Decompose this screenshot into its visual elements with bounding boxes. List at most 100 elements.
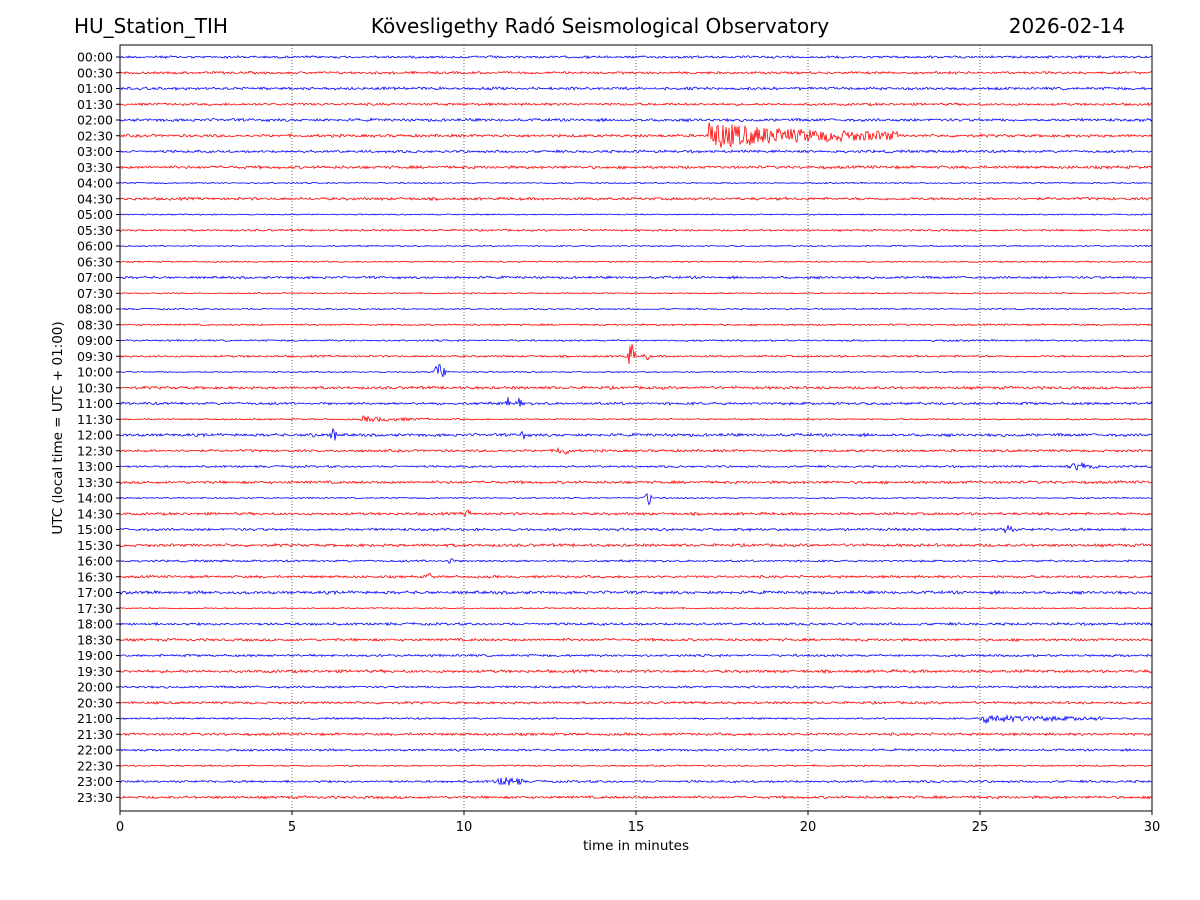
trace-1200 bbox=[119, 427, 1153, 441]
trace-1500 bbox=[119, 525, 1153, 534]
trace-1330 bbox=[119, 479, 1153, 485]
trace-0530 bbox=[119, 228, 1153, 233]
seismic-traces bbox=[119, 54, 1153, 800]
trace-1100 bbox=[119, 397, 1153, 407]
y-tick-label: 12:30 bbox=[77, 443, 113, 458]
y-tick-label: 00:00 bbox=[77, 50, 113, 65]
y-tick-label: 05:00 bbox=[77, 207, 113, 222]
y-tick-label: 23:00 bbox=[77, 774, 113, 789]
y-tick-label: 04:00 bbox=[77, 176, 113, 191]
x-tick-label: 5 bbox=[288, 820, 296, 835]
trace-0000 bbox=[119, 54, 1153, 60]
trace-0700 bbox=[119, 275, 1153, 280]
y-tick-label: 17:30 bbox=[77, 601, 113, 616]
trace-1930 bbox=[119, 668, 1153, 675]
trace-0200 bbox=[119, 117, 1153, 123]
trace-0130 bbox=[119, 102, 1153, 107]
trace-2100 bbox=[119, 714, 1153, 725]
trace-1430 bbox=[119, 509, 1153, 518]
y-tick-label: 08:30 bbox=[77, 317, 113, 332]
trace-0830 bbox=[119, 323, 1153, 327]
y-tick-label: 18:00 bbox=[77, 617, 113, 632]
y-tick-label: 11:30 bbox=[77, 412, 113, 427]
y-tick-label: 22:00 bbox=[77, 743, 113, 758]
y-tick-label: 19:30 bbox=[77, 664, 113, 679]
gridlines bbox=[291, 45, 981, 811]
x-tick-label: 10 bbox=[456, 820, 473, 835]
trace-0800 bbox=[119, 307, 1153, 311]
trace-1800 bbox=[119, 621, 1153, 627]
y-axis-ticks: 00:0000:3001:0001:3002:0002:3003:0003:30… bbox=[77, 50, 120, 805]
y-tick-label: 07:30 bbox=[77, 286, 113, 301]
y-tick-label: 11:00 bbox=[77, 396, 113, 411]
y-tick-label: 04:30 bbox=[77, 191, 113, 206]
trace-1600 bbox=[119, 558, 1153, 564]
trace-2230 bbox=[119, 764, 1153, 768]
y-tick-label: 14:30 bbox=[77, 506, 113, 521]
y-tick-label: 09:30 bbox=[77, 349, 113, 364]
y-axis-label: UTC (local time = UTC + 01:00) bbox=[50, 321, 66, 534]
y-tick-label: 07:00 bbox=[77, 270, 113, 285]
trace-1830 bbox=[119, 637, 1153, 643]
trace-0930 bbox=[119, 344, 1153, 364]
trace-0400 bbox=[119, 181, 1153, 185]
x-axis-label: time in minutes bbox=[583, 838, 689, 854]
y-tick-label: 19:00 bbox=[77, 648, 113, 663]
y-tick-label: 06:30 bbox=[77, 254, 113, 269]
trace-1700 bbox=[119, 589, 1153, 596]
y-tick-label: 22:30 bbox=[77, 758, 113, 773]
y-tick-label: 05:30 bbox=[77, 223, 113, 238]
trace-1730 bbox=[119, 606, 1153, 610]
station-name: HU_Station_TIH bbox=[74, 14, 228, 38]
y-tick-label: 02:00 bbox=[77, 113, 113, 128]
trace-1130 bbox=[119, 415, 1153, 423]
trace-1300 bbox=[119, 461, 1153, 471]
y-tick-label: 01:30 bbox=[77, 97, 113, 112]
x-tick-label: 15 bbox=[628, 820, 645, 835]
y-tick-label: 23:30 bbox=[77, 790, 113, 805]
y-tick-label: 03:30 bbox=[77, 160, 113, 175]
y-tick-label: 13:00 bbox=[77, 459, 113, 474]
y-tick-label: 14:00 bbox=[77, 491, 113, 506]
trace-2030 bbox=[119, 700, 1153, 705]
y-tick-label: 02:30 bbox=[77, 128, 113, 143]
trace-0500 bbox=[119, 213, 1153, 216]
x-tick-label: 30 bbox=[1144, 820, 1161, 835]
trace-1530 bbox=[119, 542, 1153, 548]
x-tick-label: 0 bbox=[116, 820, 124, 835]
y-tick-label: 15:00 bbox=[77, 522, 113, 537]
y-tick-label: 18:30 bbox=[77, 632, 113, 647]
trace-2200 bbox=[119, 748, 1153, 752]
y-tick-label: 15:30 bbox=[77, 538, 113, 553]
y-tick-label: 20:00 bbox=[77, 680, 113, 695]
trace-2000 bbox=[119, 684, 1153, 690]
y-tick-label: 20:30 bbox=[77, 695, 113, 710]
trace-0730 bbox=[119, 291, 1153, 295]
trace-1030 bbox=[119, 385, 1153, 391]
y-tick-label: 13:30 bbox=[77, 475, 113, 490]
y-tick-label: 09:00 bbox=[77, 333, 113, 348]
y-tick-label: 16:00 bbox=[77, 554, 113, 569]
x-tick-label: 25 bbox=[972, 820, 989, 835]
y-tick-label: 21:30 bbox=[77, 727, 113, 742]
trace-0600 bbox=[119, 244, 1153, 248]
trace-2130 bbox=[119, 732, 1153, 737]
trace-0330 bbox=[119, 164, 1153, 170]
y-tick-label: 12:00 bbox=[77, 428, 113, 443]
y-tick-label: 16:30 bbox=[77, 569, 113, 584]
trace-0300 bbox=[119, 149, 1153, 154]
trace-2300 bbox=[119, 776, 1153, 786]
y-tick-label: 08:00 bbox=[77, 302, 113, 317]
y-tick-label: 10:30 bbox=[77, 380, 113, 395]
y-tick-label: 06:00 bbox=[77, 239, 113, 254]
chart-date: 2026-02-14 bbox=[1008, 14, 1125, 38]
chart-title: Kövesligethy Radó Seismological Observat… bbox=[370, 14, 830, 38]
x-tick-label: 20 bbox=[800, 820, 817, 835]
trace-0630 bbox=[119, 260, 1153, 264]
trace-2330 bbox=[119, 794, 1153, 800]
trace-1630 bbox=[119, 573, 1153, 580]
y-tick-label: 21:00 bbox=[77, 711, 113, 726]
trace-0900 bbox=[119, 338, 1153, 343]
y-tick-label: 17:00 bbox=[77, 585, 113, 600]
